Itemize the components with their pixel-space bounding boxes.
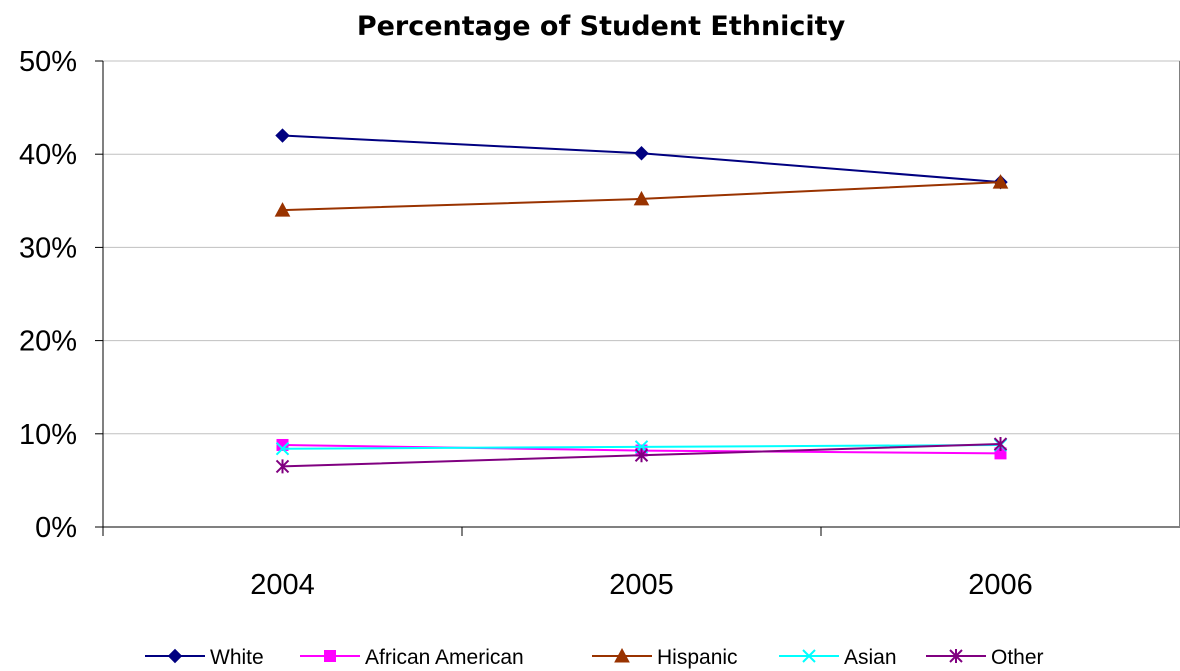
series-white [275, 128, 1008, 190]
y-tick-label: 0% [35, 512, 77, 544]
chart-title: Percentage of Student Ethnicity [357, 11, 846, 42]
legend-item-white: White [145, 646, 264, 669]
legend-label: White [210, 646, 264, 669]
legend-marker [949, 649, 963, 663]
y-tick-label: 10% [19, 419, 77, 451]
data-point [993, 437, 1008, 452]
legend-item-hispanic: Hispanic [592, 646, 738, 669]
data-point [274, 202, 291, 217]
data-point [276, 438, 289, 451]
data-point [275, 128, 290, 143]
legend-marker [802, 649, 816, 663]
x-tick-label: 2004 [250, 569, 315, 601]
y-tick-label: 40% [19, 139, 77, 171]
y-axis-ticks: 0% 10% 20% 30% 40% 50% [19, 46, 103, 544]
legend-item-asian: Asian [779, 646, 897, 669]
legend-label: Other [991, 646, 1044, 669]
x-tick-label: 2005 [609, 569, 674, 601]
y-tick-label: 50% [19, 46, 77, 78]
data-point [634, 146, 649, 161]
legend-item-other: Other [926, 646, 1044, 669]
data-point [992, 174, 1009, 189]
y-tick-label: 20% [19, 326, 77, 358]
x-tick-label: 2006 [968, 569, 1033, 601]
legend-item-african-american: African American [300, 646, 524, 669]
series-other [275, 437, 1008, 474]
x-axis-ticks: 2004 2005 2006 [102, 527, 1033, 601]
series-group [274, 128, 1009, 474]
legend-marker [614, 647, 630, 663]
legend: White African American Hispanic Asian Other [145, 646, 1044, 669]
series-hispanic [274, 174, 1009, 217]
data-point [275, 459, 290, 474]
legend-marker [324, 650, 336, 662]
legend-label: Asian [844, 646, 897, 669]
data-point [634, 448, 649, 463]
legend-marker [167, 648, 183, 664]
legend-label: Hispanic [657, 646, 738, 669]
data-point [275, 442, 290, 456]
y-tick-label: 30% [19, 232, 77, 264]
gridlines [103, 60, 1180, 435]
legend-label: African American [365, 646, 524, 669]
data-point [633, 190, 650, 206]
